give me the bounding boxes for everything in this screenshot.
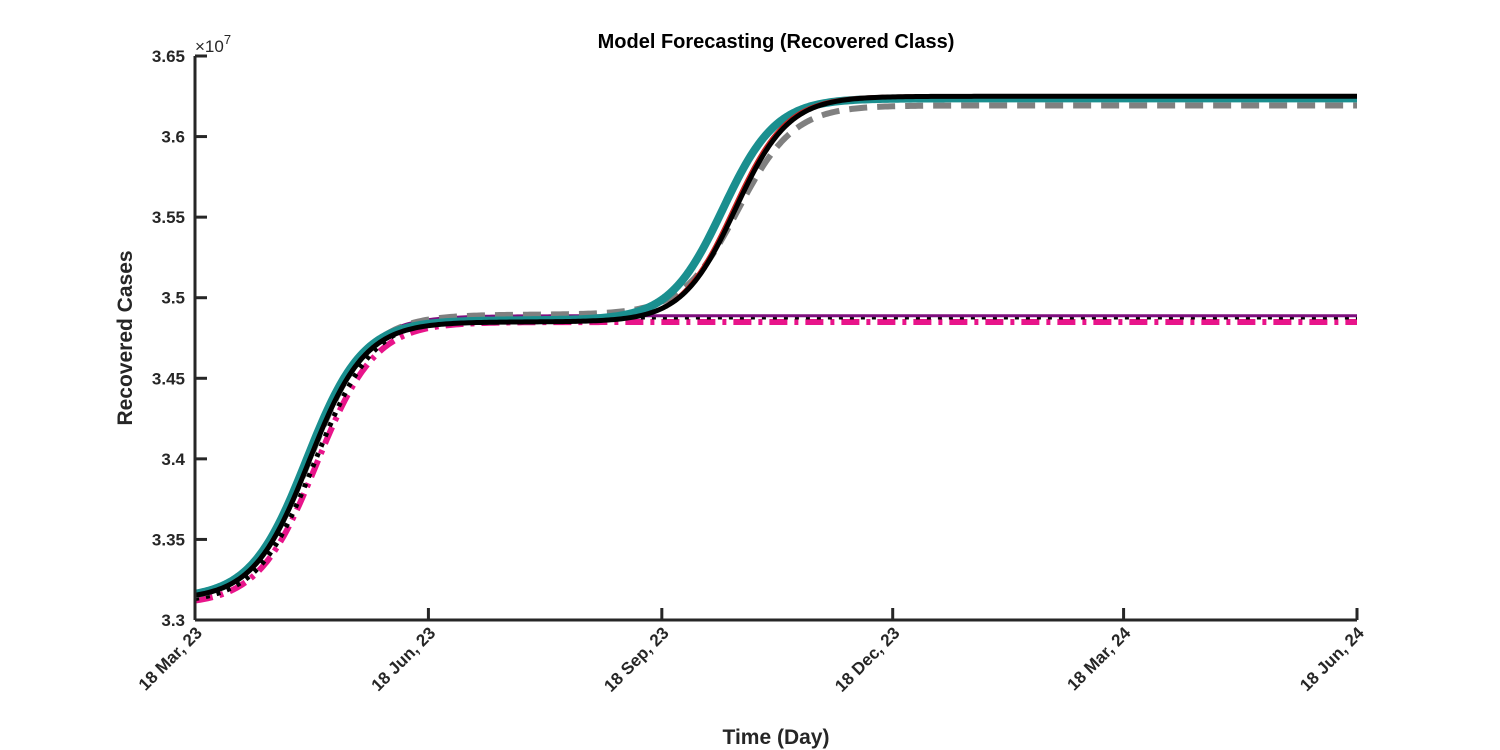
y-tick-label: 3.6 bbox=[161, 128, 185, 147]
series-layer bbox=[193, 93, 1359, 604]
x-tick-label: 18 Mar, 23 bbox=[135, 623, 206, 694]
chart-title: Model Forecasting (Recovered Class) bbox=[598, 31, 955, 53]
y-tick-label: 3.45 bbox=[152, 369, 185, 388]
x-tick-label: 18 Jun, 23 bbox=[368, 623, 440, 695]
y-exponent-power: 7 bbox=[224, 32, 231, 47]
y-tick-label: 3.55 bbox=[152, 208, 185, 227]
series-line-7 bbox=[194, 93, 1357, 598]
series-line-5 bbox=[193, 94, 1359, 598]
y-tick-label: 3.35 bbox=[152, 530, 185, 549]
series-line-1 bbox=[194, 319, 1358, 604]
y-exponent-base: ×10 bbox=[195, 37, 224, 56]
y-tick-label: 3.5 bbox=[161, 289, 185, 308]
y-tick-labels: 3.3 3.35 3.4 3.45 3.5 3.55 3.6 3.65 bbox=[152, 47, 186, 630]
y-tick-label: 3.3 bbox=[161, 611, 185, 630]
y-axis-label: Recovered Cases bbox=[114, 250, 137, 425]
x-tick-labels: 18 Mar, 23 18 Jun, 23 18 Sep, 23 18 Dec, 23… bbox=[135, 623, 1368, 696]
x-axis-label: Time (Day) bbox=[723, 726, 830, 749]
y-exponent-label: ×107 bbox=[195, 32, 231, 56]
series-line-2 bbox=[194, 314, 1357, 602]
axes-layer bbox=[193, 54, 1359, 622]
x-tick-label: 18 Mar, 24 bbox=[1064, 623, 1135, 694]
y-tick-label: 3.65 bbox=[152, 47, 185, 66]
x-tick-label: 18 Dec, 23 bbox=[831, 623, 903, 695]
x-tick-label: 18 Sep, 23 bbox=[600, 623, 672, 695]
y-tick-label: 3.4 bbox=[161, 450, 185, 469]
x-tick-label: 18 Jun, 24 bbox=[1296, 623, 1368, 695]
